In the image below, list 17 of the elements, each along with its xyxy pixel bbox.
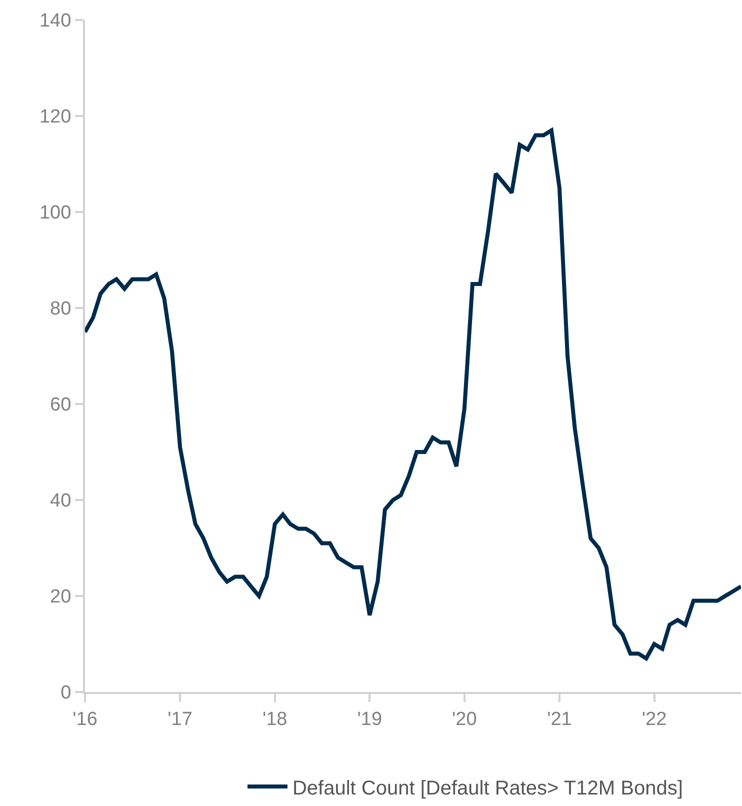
y-tick-label: 80: [50, 298, 72, 320]
y-tick-label: 0: [60, 682, 72, 704]
y-tick-label: 140: [39, 10, 72, 32]
x-tick-label: '22: [642, 708, 667, 730]
x-tick-label: '21: [547, 708, 572, 730]
legend-label: Default Count [Default Rates> T12M Bonds]: [292, 777, 683, 800]
y-tick-label: 20: [50, 586, 72, 608]
x-tick-label: '17: [168, 708, 192, 730]
x-tick-label: '20: [452, 708, 477, 730]
y-tick-label: 40: [50, 490, 72, 512]
x-tick-label: '19: [357, 708, 382, 730]
x-tick-label: '16: [72, 708, 98, 730]
y-tick-label: 100: [39, 202, 72, 224]
y-tick-label: 120: [39, 106, 72, 128]
line-series: [85, 128, 741, 660]
y-tick-label: 60: [50, 394, 72, 416]
x-tick-label: '18: [262, 708, 288, 730]
